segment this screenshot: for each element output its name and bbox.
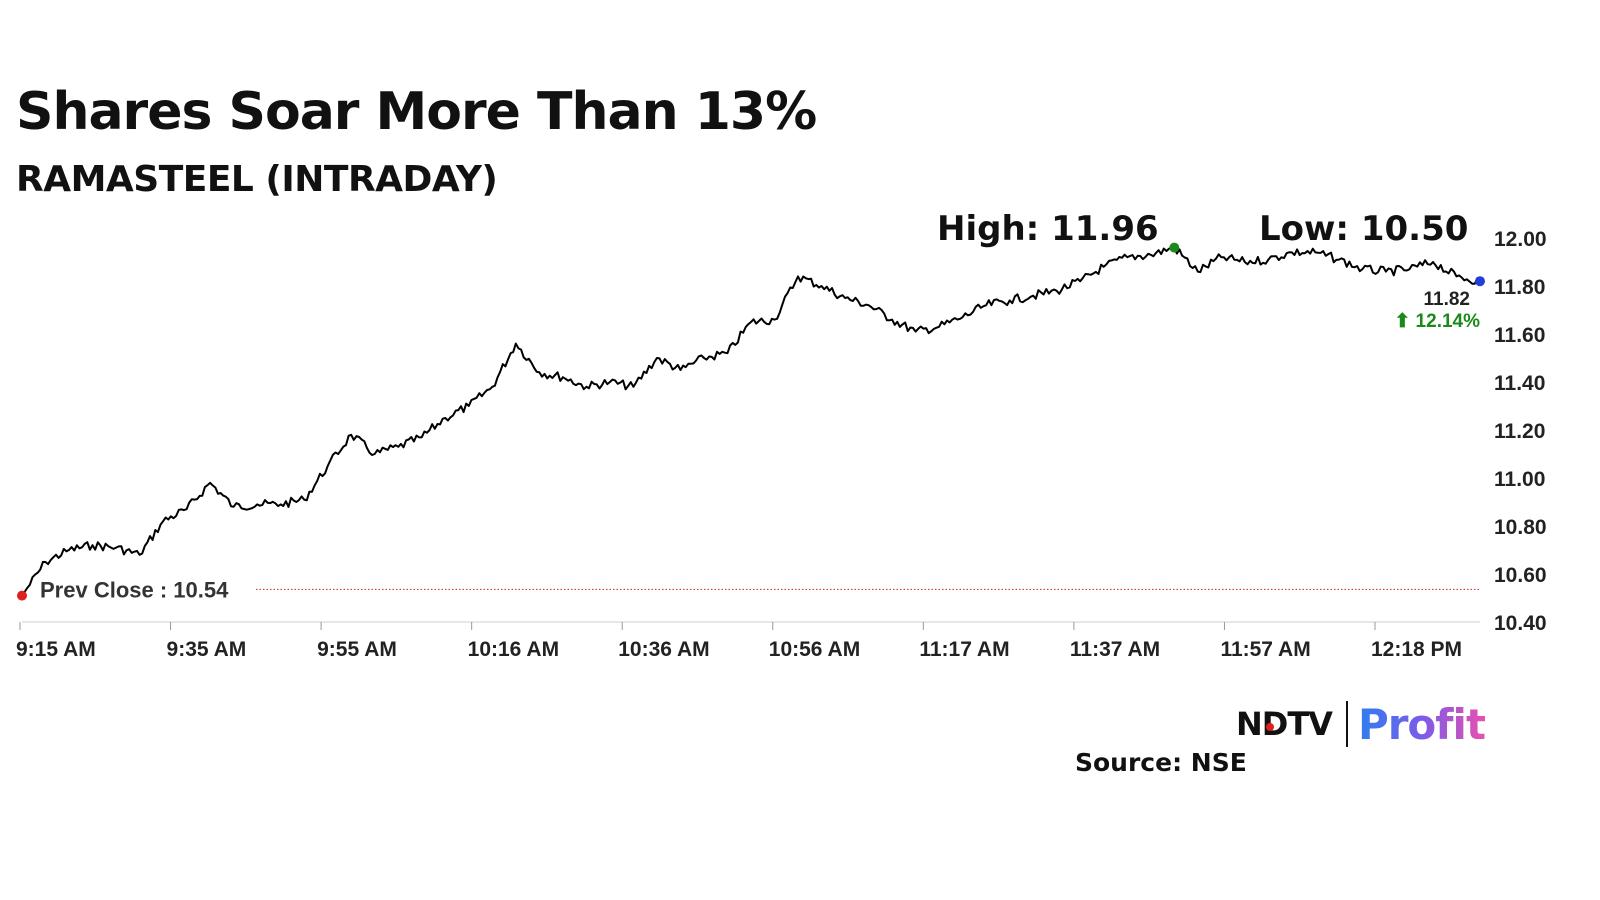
y-tick-label: 11.80 xyxy=(1494,276,1545,299)
chart-title: Shares Soar More Than 13% xyxy=(16,82,817,142)
logo-red-dot xyxy=(1266,723,1274,731)
ndtv-profit-logo: NDTV Profit xyxy=(1236,694,1486,754)
y-tick-label: 11.60 xyxy=(1494,324,1545,347)
last-point-marker xyxy=(1475,276,1485,287)
logo-profit-text: Profit xyxy=(1357,699,1486,749)
x-tick-label: 9:15 AM xyxy=(16,638,96,661)
logo-divider xyxy=(1345,701,1348,747)
high-point-marker xyxy=(1169,242,1180,253)
low-label: Low: 10.50 xyxy=(1259,209,1468,249)
y-tick-label: 11.00 xyxy=(1494,468,1545,491)
logo-ndtv-text: NDTV xyxy=(1236,705,1333,743)
x-tick-label: 9:35 AM xyxy=(167,638,247,661)
y-tick-label: 11.40 xyxy=(1494,372,1545,395)
x-tick-label: 10:16 AM xyxy=(468,638,559,661)
x-tick-label: 11:57 AM xyxy=(1220,638,1310,661)
x-tick-label: 10:56 AM xyxy=(769,638,860,661)
x-tick-label: 12:18 PM xyxy=(1371,638,1462,661)
chart-subtitle: RAMASTEEL (INTRADAY) xyxy=(16,159,498,200)
y-tick-label: 10.60 xyxy=(1494,564,1547,587)
last-value-label: 11.82 xyxy=(1424,289,1471,310)
open-point-marker xyxy=(17,590,27,601)
prev-close-label: Prev Close : 10.54 xyxy=(40,577,229,602)
y-tick-label: 12.00 xyxy=(1494,228,1547,251)
high-label: High: 11.96 xyxy=(937,209,1159,249)
x-tick-label: 11:37 AM xyxy=(1070,638,1160,661)
x-tick-label: 9:55 AM xyxy=(317,638,397,661)
y-tick-label: 11.20 xyxy=(1494,420,1545,443)
x-tick-label: 11:17 AM xyxy=(919,638,1009,661)
price-series-line xyxy=(21,246,1481,597)
x-tick-label: 10:36 AM xyxy=(618,638,709,661)
y-tick-label: 10.40 xyxy=(1494,612,1547,635)
y-tick-label: 10.80 xyxy=(1494,516,1547,539)
change-percent-label: ⬆ 12.14% xyxy=(1394,311,1480,332)
source-note: Source: NSE xyxy=(1075,748,1247,777)
